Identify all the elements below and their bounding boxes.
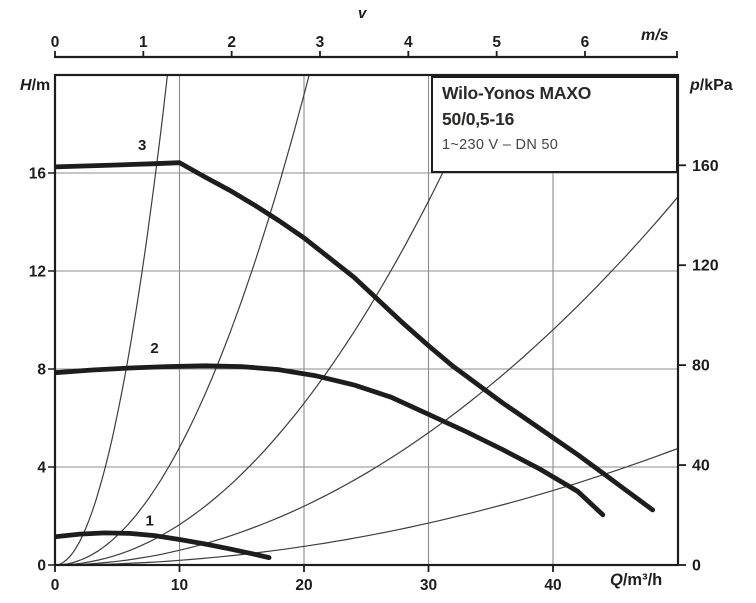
right-axis-tick-label: 160	[692, 158, 719, 175]
top-axis-tick-label: 0	[51, 34, 60, 51]
chart-title-box: Wilo-Yonos MAXO 50/0,5-16 1~230 V – DN 5…	[431, 76, 678, 173]
right-axis-unit-label: p/kPa	[690, 77, 733, 95]
pump-curve-3	[55, 163, 653, 510]
left-axis-tick-label: 4	[37, 460, 46, 477]
top-axis-tick-label: 5	[492, 34, 501, 51]
velocity-curve	[55, 68, 168, 565]
right-axis-tick-label: 0	[692, 558, 701, 575]
right-axis-tick-label: 120	[692, 258, 719, 275]
velocity-curve	[55, 68, 492, 565]
left-axis-tick-label: 0	[37, 558, 46, 575]
right-axis-tick-label: 80	[692, 358, 710, 375]
bottom-axis-tick-label: 0	[51, 577, 60, 594]
top-axis-tick-label: 3	[316, 34, 325, 51]
bottom-axis-tick-label: 20	[295, 577, 312, 594]
pump-electrical-spec: 1~230 V – DN 50	[442, 137, 668, 153]
bottom-axis-tick-label: 40	[544, 577, 561, 594]
bottom-axis-unit-label: Q/m³/h	[610, 571, 662, 590]
right-axis-tick-label: 40	[692, 458, 710, 475]
left-axis-tick-label: 8	[37, 362, 46, 379]
velocity-curve	[55, 196, 679, 565]
top-axis-tick-label: 4	[404, 34, 413, 51]
curve-label-2: 2	[150, 340, 158, 357]
bottom-axis-tick-label: 30	[420, 577, 437, 594]
pump-performance-chart: 1230123456010203040048121604080120160 Wi…	[0, 0, 756, 603]
top-axis-unit-label: m/s	[641, 27, 669, 45]
pump-model-number: 50/0,5-16	[442, 107, 668, 133]
top-axis-tick-label: 6	[581, 34, 590, 51]
velocity-curve	[55, 68, 311, 565]
pump-series-name: Wilo-Yonos MAXO	[442, 81, 668, 107]
left-axis-tick-label: 12	[29, 264, 46, 281]
curve-label-3: 3	[138, 137, 146, 154]
top-axis	[54, 51, 678, 57]
top-axis-tick-label: 2	[227, 34, 236, 51]
pump-curve-2	[55, 366, 603, 515]
left-axis-unit-label: H/m	[20, 77, 50, 95]
velocity-curve	[55, 448, 679, 565]
curve-label-1: 1	[145, 512, 153, 529]
top-axis-tick-label: 1	[139, 34, 148, 51]
left-axis-tick-label: 16	[29, 166, 47, 183]
bottom-axis-tick-label: 10	[171, 577, 188, 594]
top-axis-title: v	[358, 5, 366, 22]
pump-curves	[55, 163, 653, 558]
